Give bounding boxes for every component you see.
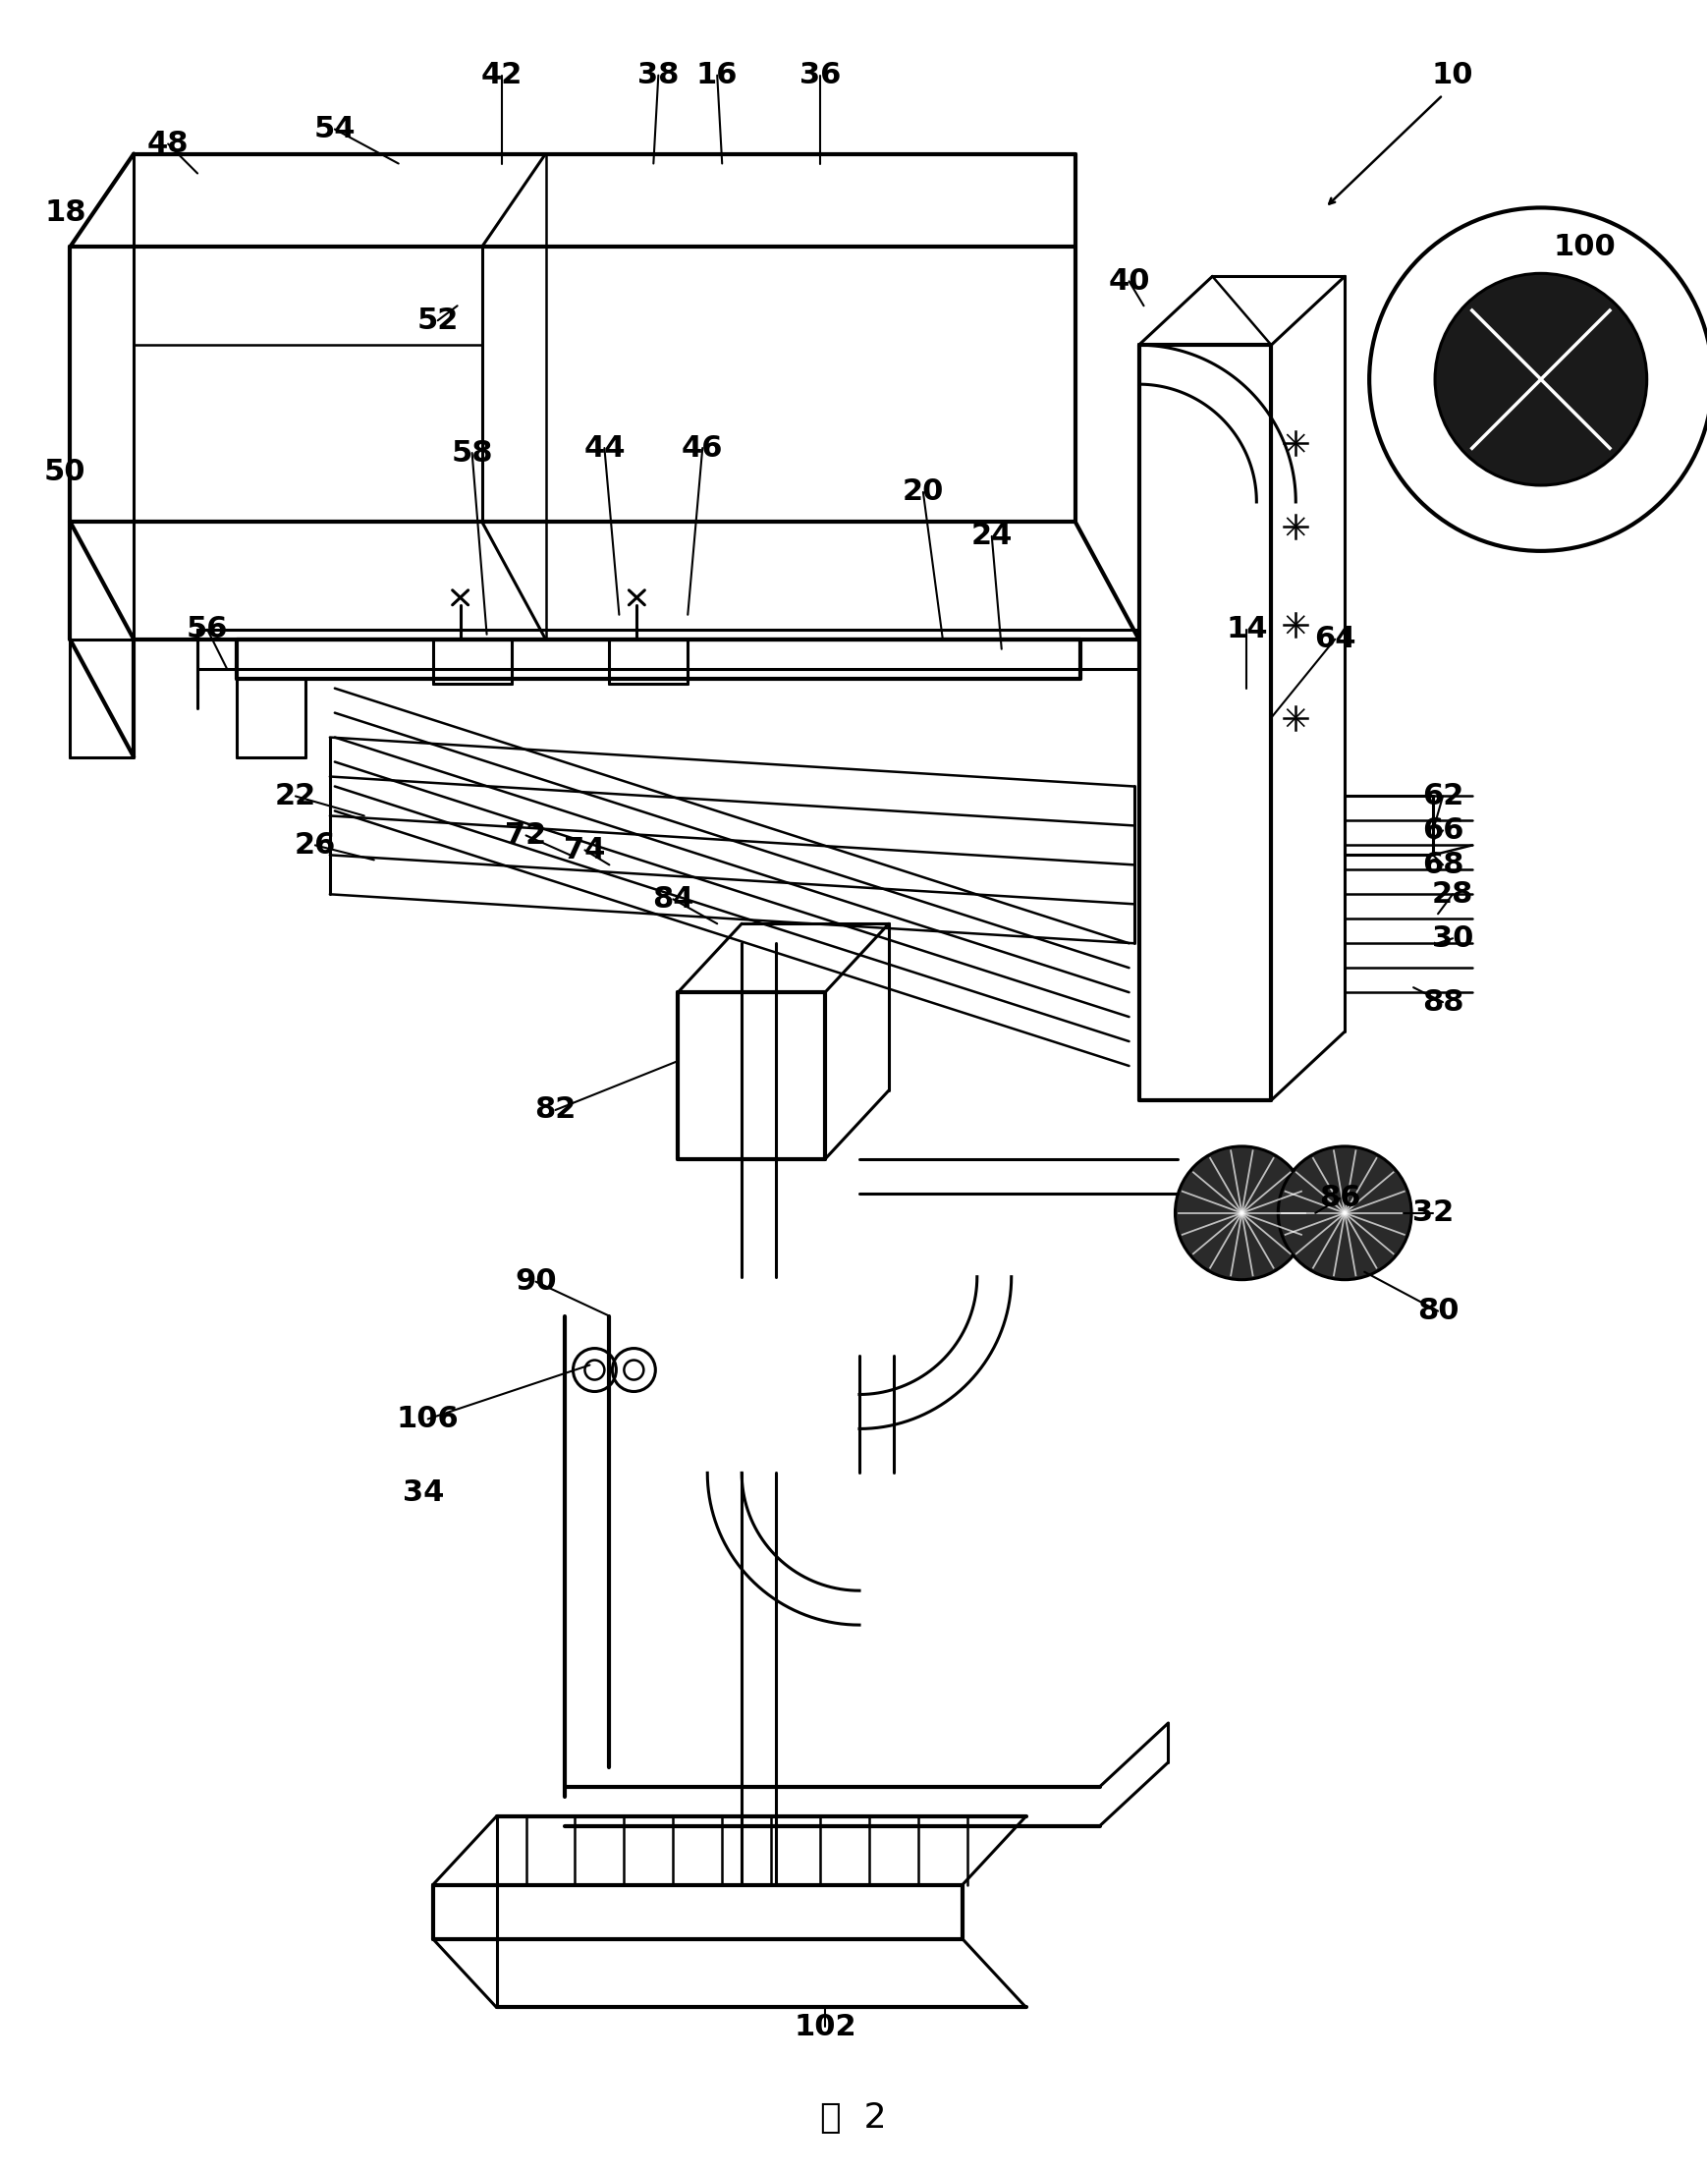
Text: 40: 40 [1108, 267, 1149, 295]
Text: 106: 106 [396, 1405, 459, 1434]
Text: 50: 50 [44, 458, 85, 487]
Text: 86: 86 [1319, 1184, 1361, 1212]
Text: 62: 62 [1423, 782, 1464, 810]
Text: 68: 68 [1423, 851, 1464, 880]
Text: 18: 18 [44, 198, 85, 226]
Text: 图  2: 图 2 [820, 2102, 886, 2135]
Text: 10: 10 [1431, 61, 1474, 89]
Text: 38: 38 [637, 61, 680, 89]
Text: 58: 58 [451, 439, 494, 467]
Text: 26: 26 [294, 832, 336, 860]
Text: 88: 88 [1423, 988, 1464, 1016]
Text: 24: 24 [970, 521, 1013, 550]
Text: 46: 46 [681, 434, 724, 463]
Text: 32: 32 [1413, 1199, 1454, 1227]
Text: 102: 102 [794, 2013, 856, 2042]
Text: 16: 16 [697, 61, 738, 89]
Text: 22: 22 [275, 782, 316, 810]
Text: 30: 30 [1431, 923, 1474, 954]
Text: 74: 74 [564, 836, 606, 864]
Text: 42: 42 [480, 61, 523, 89]
Text: 72: 72 [506, 821, 547, 849]
Text: 66: 66 [1423, 817, 1464, 845]
Text: 84: 84 [652, 884, 693, 914]
Text: 82: 82 [535, 1097, 576, 1125]
Circle shape [1175, 1147, 1308, 1279]
Text: 44: 44 [584, 434, 625, 463]
Circle shape [1278, 1147, 1411, 1279]
Text: 90: 90 [514, 1268, 557, 1297]
Text: 56: 56 [186, 615, 229, 643]
Text: 36: 36 [799, 61, 840, 89]
Text: 20: 20 [902, 478, 945, 506]
Text: 80: 80 [1418, 1297, 1459, 1325]
Text: 14: 14 [1226, 615, 1267, 643]
Text: 64: 64 [1313, 626, 1356, 654]
Text: 52: 52 [417, 306, 458, 334]
Text: 28: 28 [1431, 880, 1474, 908]
Circle shape [1435, 274, 1647, 484]
Text: 100: 100 [1554, 232, 1616, 261]
Text: 34: 34 [401, 1479, 444, 1507]
Text: 54: 54 [314, 115, 355, 143]
Text: 48: 48 [147, 130, 190, 159]
